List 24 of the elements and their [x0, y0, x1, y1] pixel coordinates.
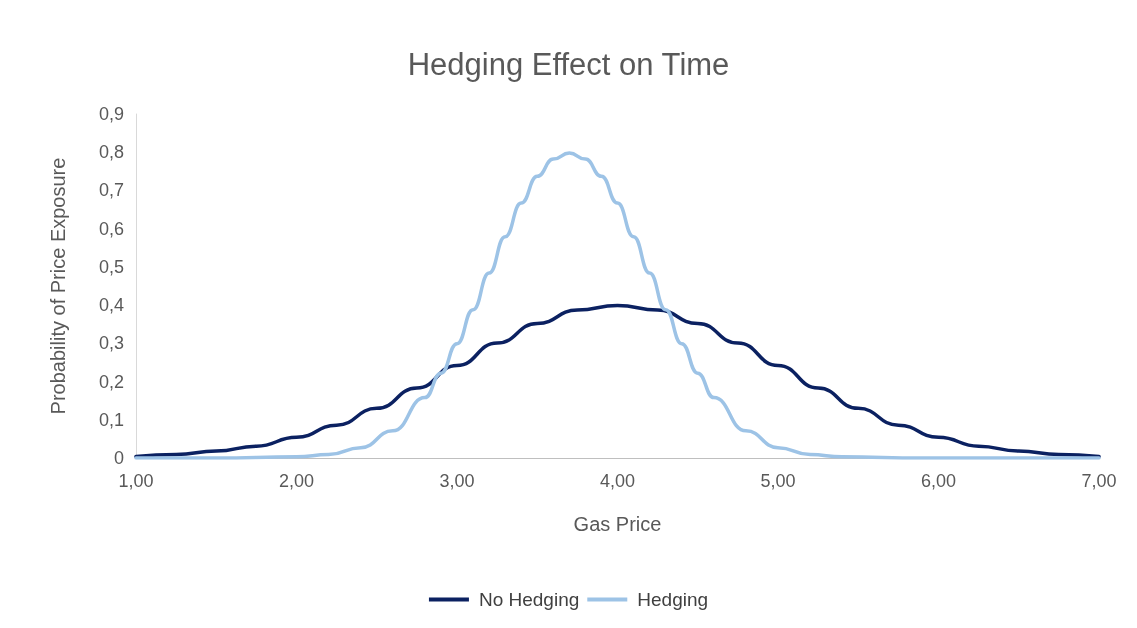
x-tick-label: 5,00: [760, 471, 796, 491]
y-tick-label: 0,9: [98, 104, 124, 124]
x-tick-label: 7,00: [1081, 471, 1117, 491]
x-axis-title: Gas Price: [573, 513, 662, 535]
x-tick-label: 6,00: [920, 471, 957, 491]
chart-title: Hedging Effect on Time: [407, 47, 730, 82]
x-tick-label: 1,00: [118, 471, 154, 491]
line-series: [134, 151, 1101, 460]
legend-label: Hedging: [637, 589, 709, 610]
y-tick-label: 0,2: [98, 371, 124, 392]
y-tick-label: 0,5: [98, 256, 124, 277]
x-tick-label: 2,00: [278, 471, 315, 491]
legend-label: No Hedging: [478, 589, 580, 610]
x-tick-label: 3,00: [439, 471, 475, 491]
y-tick-label: 0,7: [98, 180, 124, 201]
y-tick-label: 0,4: [98, 295, 124, 316]
y-tick-label: 0: [113, 448, 124, 468]
y-tick-label: 0,8: [98, 142, 124, 163]
line-series: [134, 303, 1101, 459]
x-tick-label: 4,00: [599, 471, 636, 491]
y-tick-label: 0,3: [98, 333, 124, 354]
y-axis-title: Probability of Price Exposure: [47, 157, 69, 415]
y-tick-label: 0,1: [98, 409, 124, 430]
y-tick-label: 0,6: [98, 218, 124, 239]
